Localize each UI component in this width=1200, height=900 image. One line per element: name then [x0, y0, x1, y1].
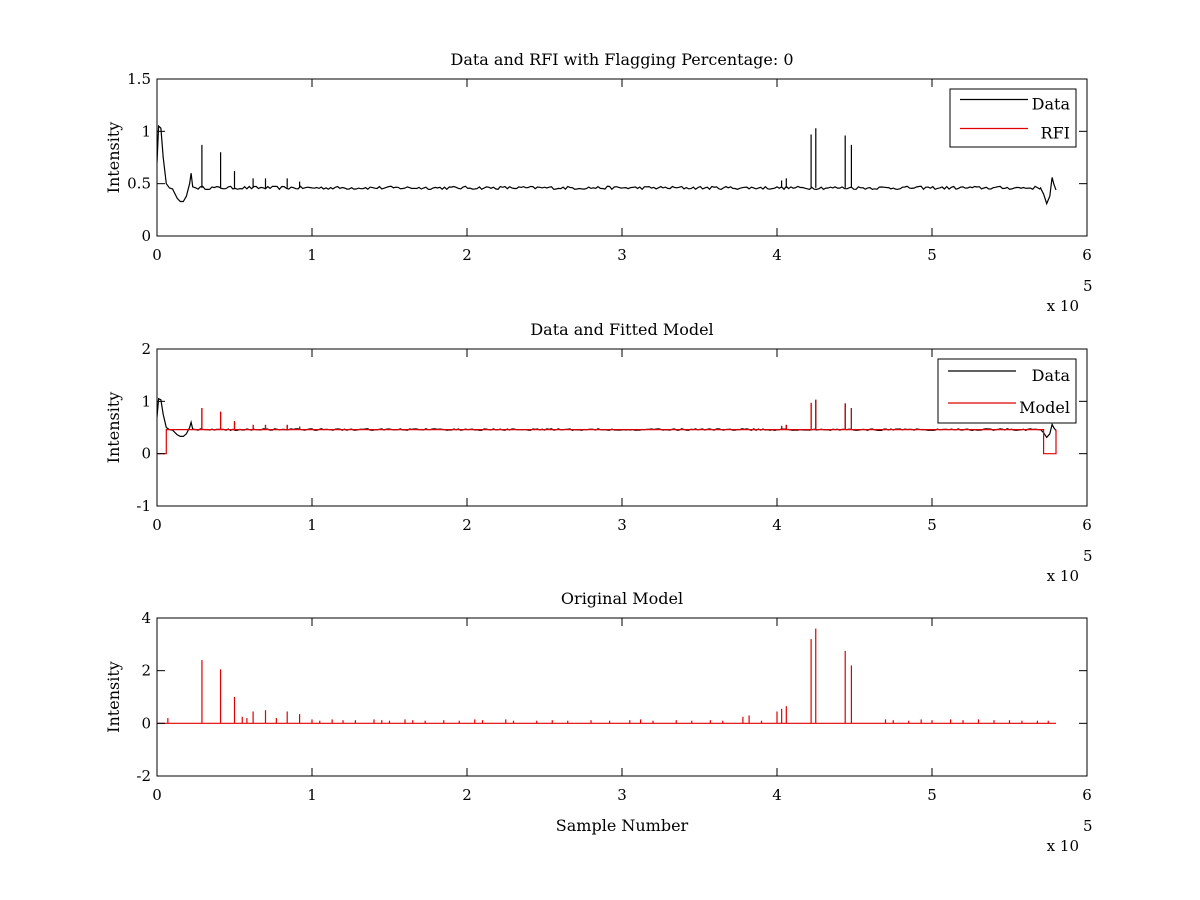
y-tick-label: -2: [136, 767, 151, 785]
y-tick-label: 0.5: [127, 175, 151, 193]
x-exponent-base: x 10: [1047, 297, 1079, 315]
x-tick-label: 2: [462, 246, 472, 264]
y-tick-label: 4: [141, 609, 151, 627]
series-data-line: [157, 124, 1057, 206]
y-axis-label: Intensity: [104, 661, 123, 733]
x-exponent-power: 5: [1083, 817, 1093, 835]
x-tick-label: 6: [1082, 516, 1092, 534]
y-tick-label: 1: [141, 392, 151, 410]
x-tick-label: 4: [772, 246, 782, 264]
legend: Data Model: [937, 358, 1077, 424]
x-tick-label: 5: [927, 786, 937, 804]
x-tick-label: 3: [617, 786, 627, 804]
x-exponent-base: x 10: [1047, 837, 1079, 855]
x-exponent-base: x 10: [1047, 567, 1079, 585]
y-axis-label: Intensity: [104, 122, 123, 194]
x-tick-label: 4: [772, 786, 782, 804]
plot-area: [157, 628, 1056, 724]
legend: Data RFI: [949, 88, 1077, 148]
y-tick-label: 1.5: [127, 70, 151, 88]
y-tick-label: -1: [136, 497, 151, 515]
subplots: Data and RFI with Flagging Percentage: 0…: [104, 50, 1093, 855]
x-tick-label: 0: [152, 246, 162, 264]
subplot-1: Data and RFI with Flagging Percentage: 0…: [104, 50, 1093, 315]
y-tick-label: 0: [141, 714, 151, 732]
x-tick-label: 3: [617, 246, 627, 264]
x-tick-label: 5: [927, 516, 937, 534]
legend-box: [949, 88, 1077, 148]
x-tick-label: 6: [1082, 246, 1092, 264]
plot-area: [157, 397, 1057, 455]
x-tick-label: 0: [152, 516, 162, 534]
legend-label-data: Data: [1032, 366, 1071, 385]
x-exponent-power: 5: [1083, 277, 1093, 295]
x-tick-label: 5: [927, 246, 937, 264]
legend-box: [937, 358, 1077, 424]
y-tick-label: 1: [141, 122, 151, 140]
legend-label-data: Data: [1032, 95, 1071, 114]
y-tick-label: 2: [141, 662, 151, 680]
x-tick-label: 2: [462, 516, 472, 534]
y-tick-label: 2: [141, 340, 151, 358]
x-tick-label: 3: [617, 516, 627, 534]
chart-title: Data and RFI with Flagging Percentage: 0: [450, 50, 793, 69]
x-tick-label: 1: [307, 246, 317, 264]
y-tick-label: 0: [141, 227, 151, 245]
series-model-line: [157, 428, 1057, 455]
x-tick-label: 1: [307, 516, 317, 534]
x-tick-label: 6: [1082, 786, 1092, 804]
chart-title: Original Model: [561, 589, 683, 608]
legend-label-rfi: RFI: [1041, 124, 1070, 143]
x-tick-label: 4: [772, 516, 782, 534]
x-tick-label: 0: [152, 786, 162, 804]
y-axis-label: Intensity: [104, 392, 123, 464]
x-tick-label: 1: [307, 786, 317, 804]
chart-title: Data and Fitted Model: [530, 320, 713, 339]
x-exponent-power: 5: [1083, 547, 1093, 565]
y-tick-label: 0: [141, 445, 151, 463]
x-axis-label: Sample Number: [556, 816, 689, 835]
plot-area: [157, 124, 1057, 206]
legend-label-model: Model: [1019, 398, 1070, 417]
x-tick-label: 2: [462, 786, 472, 804]
